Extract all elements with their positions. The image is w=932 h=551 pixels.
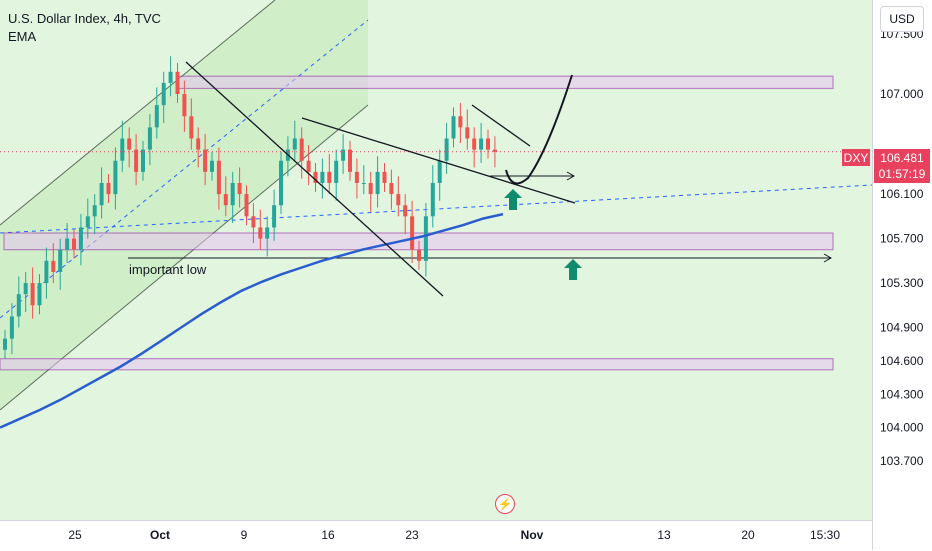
ticker-symbol-tag: DXY bbox=[842, 149, 870, 166]
chart-area[interactable] bbox=[0, 0, 872, 520]
chart-title: U.S. Dollar Index, 4h, TVC bbox=[8, 11, 161, 26]
last-price-value: 106.481 bbox=[880, 151, 924, 165]
countdown-value: 01:57:19 bbox=[878, 167, 926, 181]
important-low-label: important low bbox=[129, 262, 207, 277]
currency-button[interactable]: USD bbox=[880, 6, 924, 32]
time-axis[interactable] bbox=[0, 520, 872, 551]
indicator-label: EMA bbox=[8, 29, 37, 44]
last-price-tag: 106.481 01:57:19 bbox=[874, 149, 930, 183]
lightning-icon[interactable]: ⚡ bbox=[495, 494, 515, 514]
price-axis[interactable] bbox=[872, 0, 932, 550]
